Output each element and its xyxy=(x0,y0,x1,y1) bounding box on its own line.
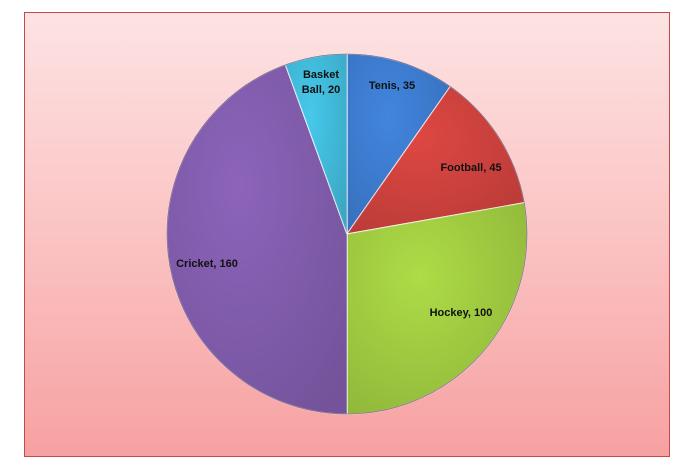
data-label-cricket: Cricket, 160 xyxy=(176,258,238,270)
pie-slice-shading xyxy=(285,54,347,234)
pie-slice-shading xyxy=(347,202,527,414)
data-label-basket-ball: Basket Ball, 20 xyxy=(302,69,341,96)
pie-slice-shading xyxy=(347,86,525,234)
pie-slice-shading xyxy=(167,64,347,414)
data-label-football: Football, 45 xyxy=(440,162,501,174)
pie-rim xyxy=(166,53,528,415)
data-label-tenis: Tenis, 35 xyxy=(369,80,415,92)
data-label-hockey: Hockey, 100 xyxy=(430,307,493,319)
pie-slice-shading xyxy=(347,54,451,234)
